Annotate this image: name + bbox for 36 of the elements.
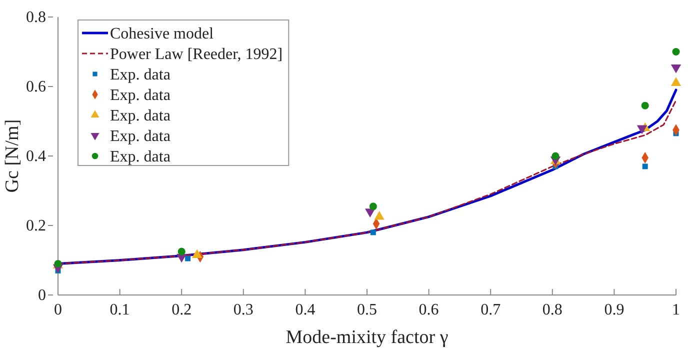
x-tick-label: 0.9 [604, 301, 624, 318]
legend-label: Exp. data [110, 87, 170, 104]
legend-label: Exp. data [110, 128, 170, 145]
x-tick-label: 0.5 [357, 301, 377, 318]
point [185, 256, 191, 262]
x-tick-label: 0.2 [172, 301, 192, 318]
legend-label: Cohesive model [110, 26, 214, 42]
x-axis-title: Mode-mixity factor γ [286, 327, 448, 348]
x-tick-label: 0.3 [233, 301, 254, 318]
point [641, 102, 649, 110]
y-tick-label: 0.8 [26, 9, 46, 26]
x-tick-label: 0.1 [110, 301, 130, 318]
x-tick-label: 0.6 [418, 301, 439, 318]
x-tick-label: 0.8 [542, 301, 562, 318]
point [192, 249, 202, 258]
y-tick-label: 0.4 [26, 148, 46, 166]
legend-label: Power Law [Reeder, 1992] [110, 46, 283, 63]
point [642, 164, 648, 170]
x-tick-label: 0.4 [295, 301, 316, 318]
point [370, 230, 376, 236]
y-axis-title: Gc [N/m] [2, 119, 23, 193]
point [552, 152, 560, 160]
legend-label: Exp. data [110, 66, 170, 84]
x-tick-label: 0 [54, 301, 62, 318]
legend-label: Exp. data [110, 148, 170, 166]
y-tick-label: 0.6 [26, 78, 46, 96]
y-tick-label: 0 [38, 287, 46, 304]
y-tick-label: 0.2 [26, 218, 46, 235]
x-tick-label: 0.7 [480, 301, 501, 318]
point [672, 48, 680, 56]
legend-label: Exp. data [110, 108, 170, 124]
point [369, 202, 377, 210]
x-tick-label: 1 [672, 301, 680, 318]
point [670, 64, 682, 74]
point [178, 248, 186, 256]
point [374, 210, 384, 220]
